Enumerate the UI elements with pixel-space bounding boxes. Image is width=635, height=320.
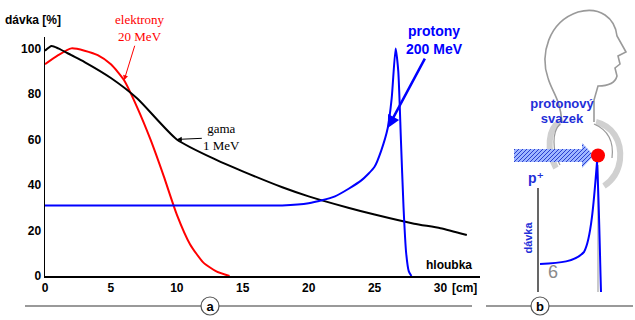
svg-text:0: 0	[34, 269, 41, 283]
svg-text:20: 20	[28, 224, 42, 238]
svg-text:5: 5	[108, 281, 115, 295]
svg-text:25: 25	[368, 281, 382, 295]
svg-text:b: b	[536, 299, 544, 314]
svg-text:60: 60	[28, 133, 42, 147]
svg-text:15: 15	[236, 281, 250, 295]
svg-text:100: 100	[21, 42, 41, 56]
svg-text:0: 0	[42, 281, 49, 295]
svg-text:elektrony20 MeV: elektrony20 MeV	[115, 12, 165, 44]
svg-text:protony200 MeV: protony200 MeV	[406, 23, 463, 57]
svg-text:10: 10	[170, 281, 184, 295]
svg-text:40: 40	[28, 178, 42, 192]
svg-text:[cm]: [cm]	[452, 281, 477, 295]
svg-text:p⁺: p⁺	[528, 170, 544, 186]
svg-text:gama1 MeV: gama1 MeV	[203, 121, 240, 153]
svg-text:80: 80	[28, 87, 42, 101]
svg-text:protonovýsvazek: protonovýsvazek	[530, 96, 594, 126]
svg-text:hloubka: hloubka	[426, 258, 472, 272]
svg-text:dávka: dávka	[522, 222, 534, 254]
svg-text:a: a	[206, 299, 214, 314]
svg-text:20: 20	[302, 281, 316, 295]
svg-text:dávka [%]: dávka [%]	[5, 13, 61, 27]
svg-text:30: 30	[434, 281, 448, 295]
svg-text:6: 6	[548, 262, 558, 282]
